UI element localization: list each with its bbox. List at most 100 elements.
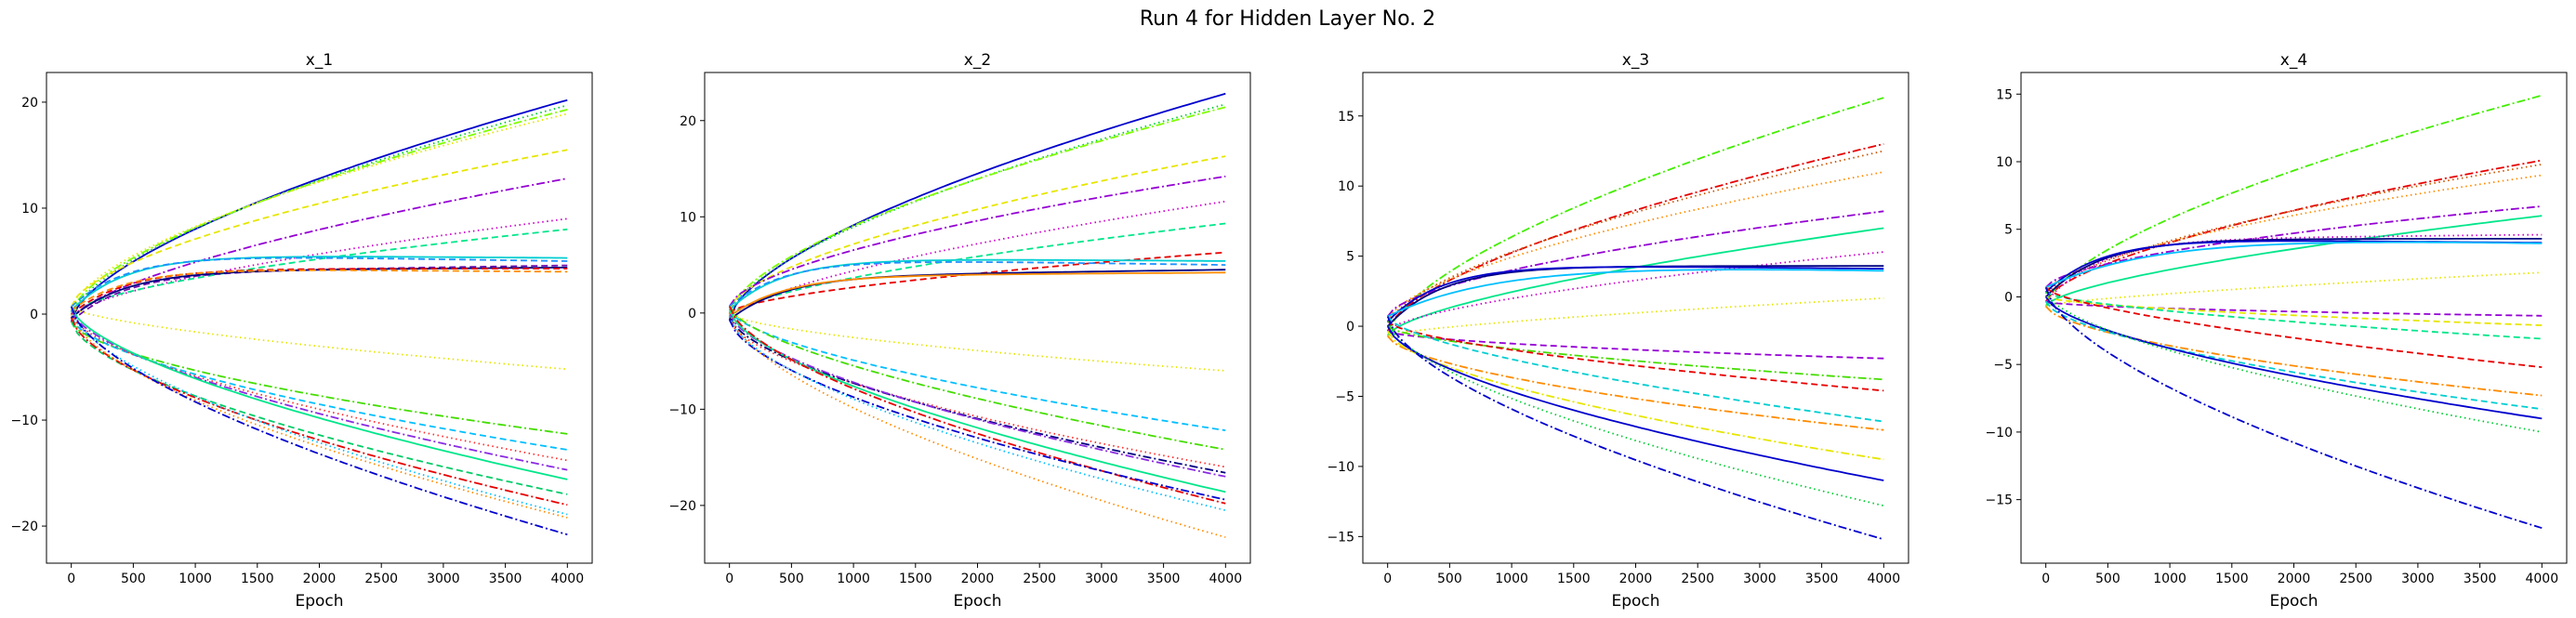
series-line-18 [70, 313, 568, 462]
x-tick-label: 2000 [961, 572, 995, 586]
y-tick-label: −15 [1985, 493, 2013, 508]
y-tick-label: −10 [1985, 426, 2013, 440]
y-tick-label: −20 [10, 519, 38, 534]
y-tick-label: 10 [21, 202, 38, 217]
series-line-18 [1386, 325, 1884, 481]
y-tick-label: 15 [1996, 87, 2013, 102]
series-line-19 [2044, 291, 2543, 433]
x-tick-label: 2500 [364, 572, 398, 586]
y-tick-label: 0 [1346, 320, 1354, 335]
axes-frame [2020, 72, 2568, 564]
series-line-12 [729, 271, 1226, 318]
series-line-7 [1387, 251, 1884, 333]
series-line-10 [71, 256, 568, 308]
series-line-6 [70, 178, 568, 322]
series-line-16 [728, 319, 1226, 468]
x-tick-label: 1000 [178, 572, 212, 586]
series-line-4 [1386, 171, 1884, 322]
subplot-title: x_1 [306, 51, 333, 70]
series-line-25 [70, 306, 568, 536]
series-line-21 [728, 319, 1226, 501]
series-line-20 [2044, 286, 2543, 530]
x-tick-label: 0 [725, 572, 733, 586]
series-line-13 [71, 268, 568, 315]
series-line-7 [2045, 233, 2543, 303]
series-line-14 [728, 309, 1226, 431]
x-tick-label: 3500 [489, 572, 522, 586]
series-line-21 [70, 321, 568, 495]
series-line-4 [728, 155, 1226, 310]
x-tick-label: 2000 [1619, 572, 1653, 586]
x-tick-label: 3000 [427, 572, 460, 586]
series-line-7 [729, 222, 1226, 318]
series-line-16 [70, 321, 568, 435]
axes-frame [46, 72, 593, 564]
figure-suptitle: Run 4 for Hidden Layer No. 2 [1140, 7, 1435, 31]
series-line-14 [71, 270, 568, 311]
y-tick-label: 10 [680, 210, 696, 225]
x-tick-label: 1500 [899, 572, 932, 586]
series-line-14 [1387, 321, 1884, 392]
series-group [728, 92, 1226, 538]
series-line-13 [729, 312, 1226, 372]
series-line-20 [70, 306, 568, 480]
series-line-8 [71, 228, 568, 315]
x-tick-label: 1500 [241, 572, 274, 586]
y-tick-label: 20 [21, 96, 38, 111]
subplot-title: x_2 [964, 51, 991, 70]
series-line-5 [728, 175, 1226, 308]
x-tick-label: 1000 [837, 572, 870, 586]
x-tick-label: 3500 [1147, 572, 1181, 586]
series-line-2 [728, 103, 1226, 317]
x-tick-label: 0 [67, 572, 75, 586]
series-line-17 [728, 315, 1226, 474]
y-tick-label: 15 [1338, 110, 1354, 125]
x-tick-label: 1000 [2153, 572, 2186, 586]
series-line-19 [1386, 321, 1884, 506]
x-tick-label: 0 [2041, 572, 2050, 586]
y-tick-label: −5 [1335, 389, 1354, 404]
subplot-1: 0 500 1000 1500 2000 2500 3000 3500 4000 −20 −10 0 1… [10, 51, 593, 611]
series-line-17 [1386, 330, 1884, 461]
y-tick-label: 20 [680, 114, 696, 129]
series-line-15 [728, 306, 1226, 451]
x-tick-label: 4000 [1867, 572, 1900, 586]
series-line-3 [728, 106, 1226, 314]
series-line-1 [70, 99, 568, 322]
x-tick-label: 1500 [1557, 572, 1591, 586]
subplot-title: x_4 [2280, 51, 2307, 70]
subplot-title: x_3 [1622, 51, 1649, 70]
x-tick-label: 500 [2095, 572, 2120, 586]
x-tick-label: 2000 [2278, 572, 2311, 586]
x-tick-label: 3500 [1805, 572, 1839, 586]
axes-frame [704, 72, 1251, 564]
y-tick-label: 5 [1346, 250, 1354, 265]
y-tick-label: 0 [688, 307, 696, 322]
series-group [70, 99, 568, 536]
series-line-17 [2045, 300, 2543, 411]
series-line-5 [2045, 205, 2543, 288]
series-line-23 [728, 312, 1226, 538]
subplot-3: 0 500 1000 1500 2000 2500 3000 3500 4000 −15 −10 −5… [1327, 51, 1909, 611]
subplot-2: 0 500 1000 1500 2000 2500 3000 3500 4000 −20 −10 0 1… [668, 51, 1251, 611]
series-line-16 [2045, 305, 2543, 397]
y-tick-label: 10 [1996, 155, 2013, 170]
x-axis-label: Epoch [1611, 592, 1659, 611]
series-line-22 [728, 316, 1226, 511]
series-line-15 [1387, 315, 1884, 423]
series-line-15 [71, 306, 568, 371]
series-line-3 [70, 109, 568, 315]
series-group [1386, 97, 1884, 541]
y-tick-label: −5 [1993, 358, 2013, 373]
x-tick-label: 2000 [303, 572, 337, 586]
series-line-20 [1386, 316, 1884, 541]
series-line-11 [2045, 271, 2543, 308]
series-line-1 [1386, 97, 1884, 336]
series-line-11 [71, 264, 568, 322]
subplot-4: 0 500 1000 1500 2000 2500 3000 3500 4000 −15 −10 −5… [1985, 51, 2568, 611]
series-line-12 [1387, 330, 1884, 360]
series-line-15 [2045, 286, 2543, 368]
series-line-18 [728, 312, 1226, 478]
y-tick-label: −10 [1327, 460, 1354, 475]
x-tick-label: 1000 [1495, 572, 1528, 586]
